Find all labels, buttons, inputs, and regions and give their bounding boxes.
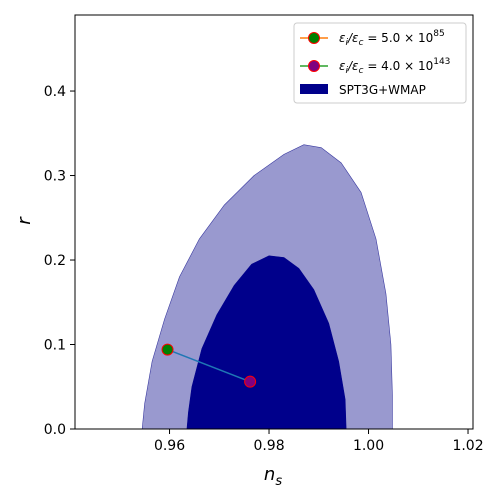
- axes: 0.96 0.98 1.00 1.02 0.0 0.1 0.2 0.3 0.4: [44, 14, 484, 454]
- legend-label-1: εi/εc = 5.0 × 1085: [339, 29, 445, 48]
- x-tick-label-2: 1.00: [353, 438, 384, 454]
- legend-patch-3: [300, 84, 328, 94]
- x-tick-label-0: 0.96: [154, 438, 185, 454]
- legend-marker-1: [308, 32, 320, 44]
- y-tick-label-2: 0.2: [44, 253, 66, 269]
- data-point-2: [244, 375, 257, 388]
- series-line-1: [167, 348, 251, 383]
- legend-label-3: SPT3G+WMAP: [339, 83, 426, 97]
- x-axis-label: ns: [264, 464, 282, 489]
- x-tick-label-1: 0.98: [253, 438, 284, 454]
- data-point-1: [161, 343, 174, 356]
- legend: εi/εc = 5.0 × 1085 εi/εc = 4.0 × 10143 S…: [293, 22, 467, 104]
- legend-entry-2: εi/εc = 4.0 × 10143: [300, 57, 450, 76]
- y-tick-label-4: 0.4: [44, 84, 66, 100]
- y-tick-label-1: 0.1: [44, 338, 66, 354]
- legend-label-2: εi/εc = 4.0 × 10143: [339, 57, 450, 76]
- y-tick-label-0: 0.0: [44, 422, 66, 438]
- x-tick-label-3: 1.02: [452, 438, 483, 454]
- legend-entry-3: SPT3G+WMAP: [300, 83, 426, 97]
- legend-frame: [293, 22, 467, 104]
- y-tick-label-3: 0.3: [44, 169, 66, 185]
- legend-marker-2: [308, 60, 320, 72]
- plot-area: [141, 144, 393, 430]
- plot-frame: [74, 14, 474, 430]
- contour-inner: [186, 255, 347, 430]
- legend-entry-1: εi/εc = 5.0 × 1085: [300, 29, 445, 48]
- y-axis-label: r: [14, 216, 35, 225]
